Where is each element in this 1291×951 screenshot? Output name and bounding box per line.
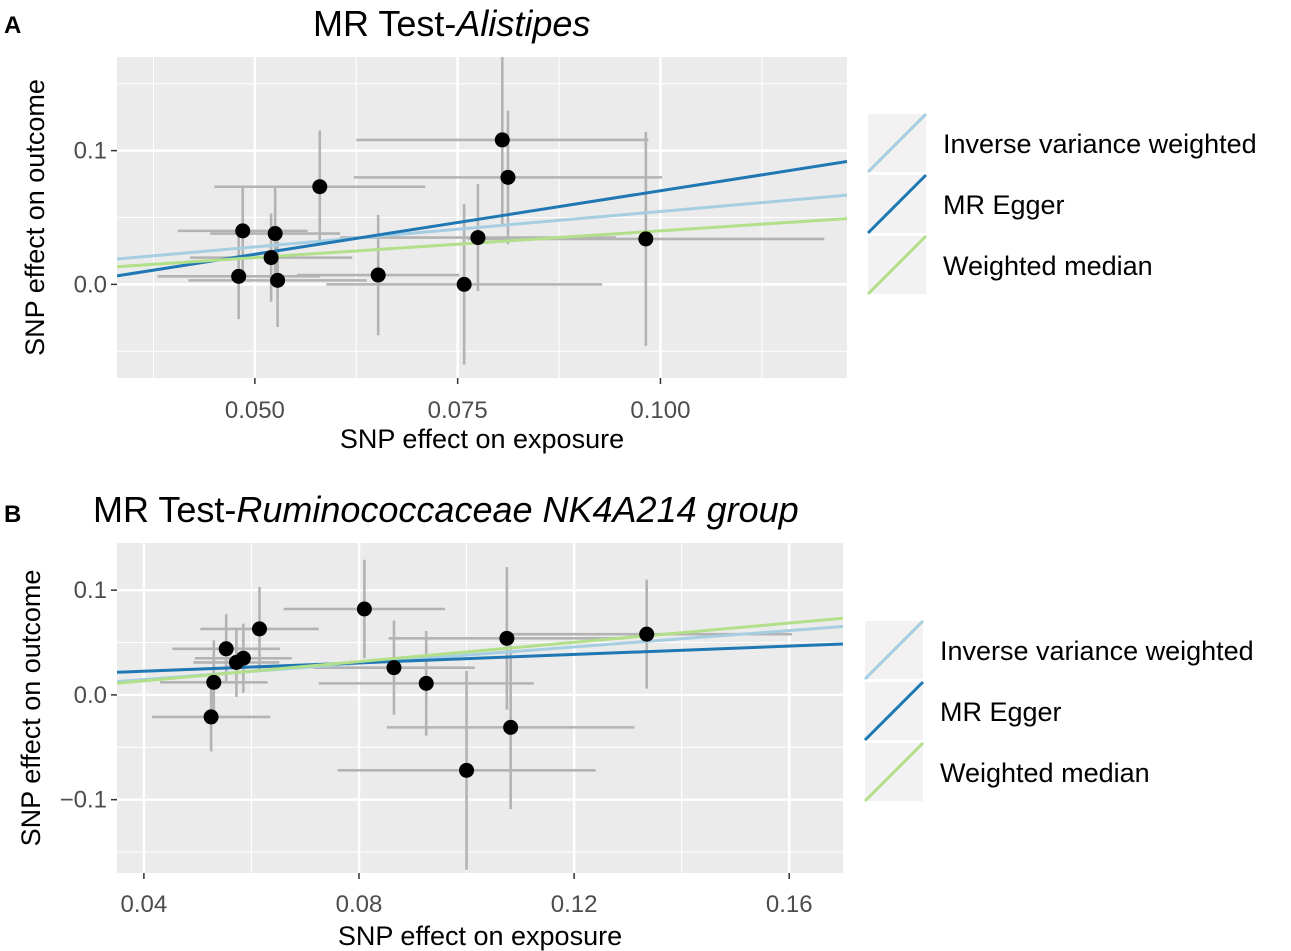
data-point	[470, 230, 486, 246]
data-point	[252, 621, 268, 637]
data-point	[312, 179, 328, 195]
data-point	[263, 250, 279, 266]
y-tick-label: 0.0	[74, 682, 107, 709]
chart-title: MR Test-Ruminococcaceae NK4A214 group	[93, 489, 799, 530]
panel-label: A	[4, 12, 21, 39]
data-point	[370, 267, 386, 283]
chart-title: MR Test-Alistipes	[313, 3, 590, 44]
legend-label: Inverse variance weighted	[943, 129, 1257, 159]
data-point	[503, 719, 519, 735]
legend: Inverse variance weighted MR Egger Weighte…	[863, 619, 1254, 803]
legend: Inverse variance weighted MR Egger Weighte…	[866, 112, 1257, 296]
y-tick-label: 0.1	[74, 138, 107, 165]
data-point	[499, 630, 515, 646]
chart-title-taxon: Alistipes	[454, 3, 590, 44]
legend-line-swatch	[866, 173, 928, 235]
data-point	[418, 675, 434, 691]
data-point	[218, 641, 234, 657]
x-tick-label: 0.04	[121, 891, 168, 918]
legend-line-swatch	[863, 741, 925, 803]
regression-line	[117, 616, 843, 685]
data-point	[203, 709, 219, 725]
data-point	[235, 650, 251, 666]
data-point	[494, 132, 510, 148]
y-tick-label: 0.1	[74, 577, 107, 604]
data-point	[459, 762, 475, 778]
legend-line-swatch	[866, 234, 928, 296]
y-axis-label: SNP effect on outcome	[16, 570, 46, 847]
x-tick-label: 0.12	[551, 891, 598, 918]
data-point	[356, 601, 372, 617]
x-tick-label: 0.050	[225, 397, 285, 424]
legend-line-swatch	[863, 619, 925, 681]
regression-line	[117, 160, 847, 278]
x-tick-label: 0.16	[766, 891, 813, 918]
data-layer	[117, 57, 847, 365]
plot-background	[117, 543, 843, 873]
data-point	[270, 272, 286, 288]
panel-b: B MR Test-Ruminococcaceae NK4A214 group 0.…	[4, 489, 1254, 951]
legend-label: MR Egger	[943, 190, 1065, 220]
legend-label: MR Egger	[940, 697, 1062, 727]
legend-line-swatch	[866, 112, 928, 174]
data-point	[206, 674, 222, 690]
data-point	[639, 626, 655, 642]
chart-title-taxon: Ruminococcaceae NK4A214 group	[236, 489, 798, 530]
data-point	[235, 223, 251, 239]
data-point	[456, 276, 472, 292]
chart-title-prefix: MR Test-	[313, 3, 456, 44]
legend-line-swatch	[863, 680, 925, 742]
data-point	[500, 169, 516, 185]
y-tick-label: 0.0	[74, 271, 107, 298]
data-layer	[117, 559, 843, 870]
y-axis-label: SNP effect on outcome	[20, 79, 50, 356]
legend-label: Weighted median	[943, 251, 1153, 281]
x-axis-label: SNP effect on exposure	[340, 424, 624, 454]
data-point	[267, 226, 283, 242]
panel-a: A MR Test-Alistipes 0.050 0.075 0.100 0.0 0.1 S…	[4, 3, 1257, 454]
x-tick-label: 0.08	[336, 891, 383, 918]
data-point	[231, 268, 247, 284]
regression-line	[117, 193, 847, 261]
x-axis-label: SNP effect on exposure	[338, 921, 622, 951]
data-point	[638, 231, 654, 247]
y-tick-label: −0.1	[60, 787, 107, 814]
panel-label: B	[4, 501, 21, 528]
x-tick-label: 0.100	[630, 397, 690, 424]
legend-label: Weighted median	[940, 758, 1150, 788]
data-point	[386, 660, 402, 676]
x-tick-label: 0.075	[428, 397, 488, 424]
legend-label: Inverse variance weighted	[940, 636, 1254, 666]
chart-title-prefix: MR Test-	[93, 489, 236, 530]
